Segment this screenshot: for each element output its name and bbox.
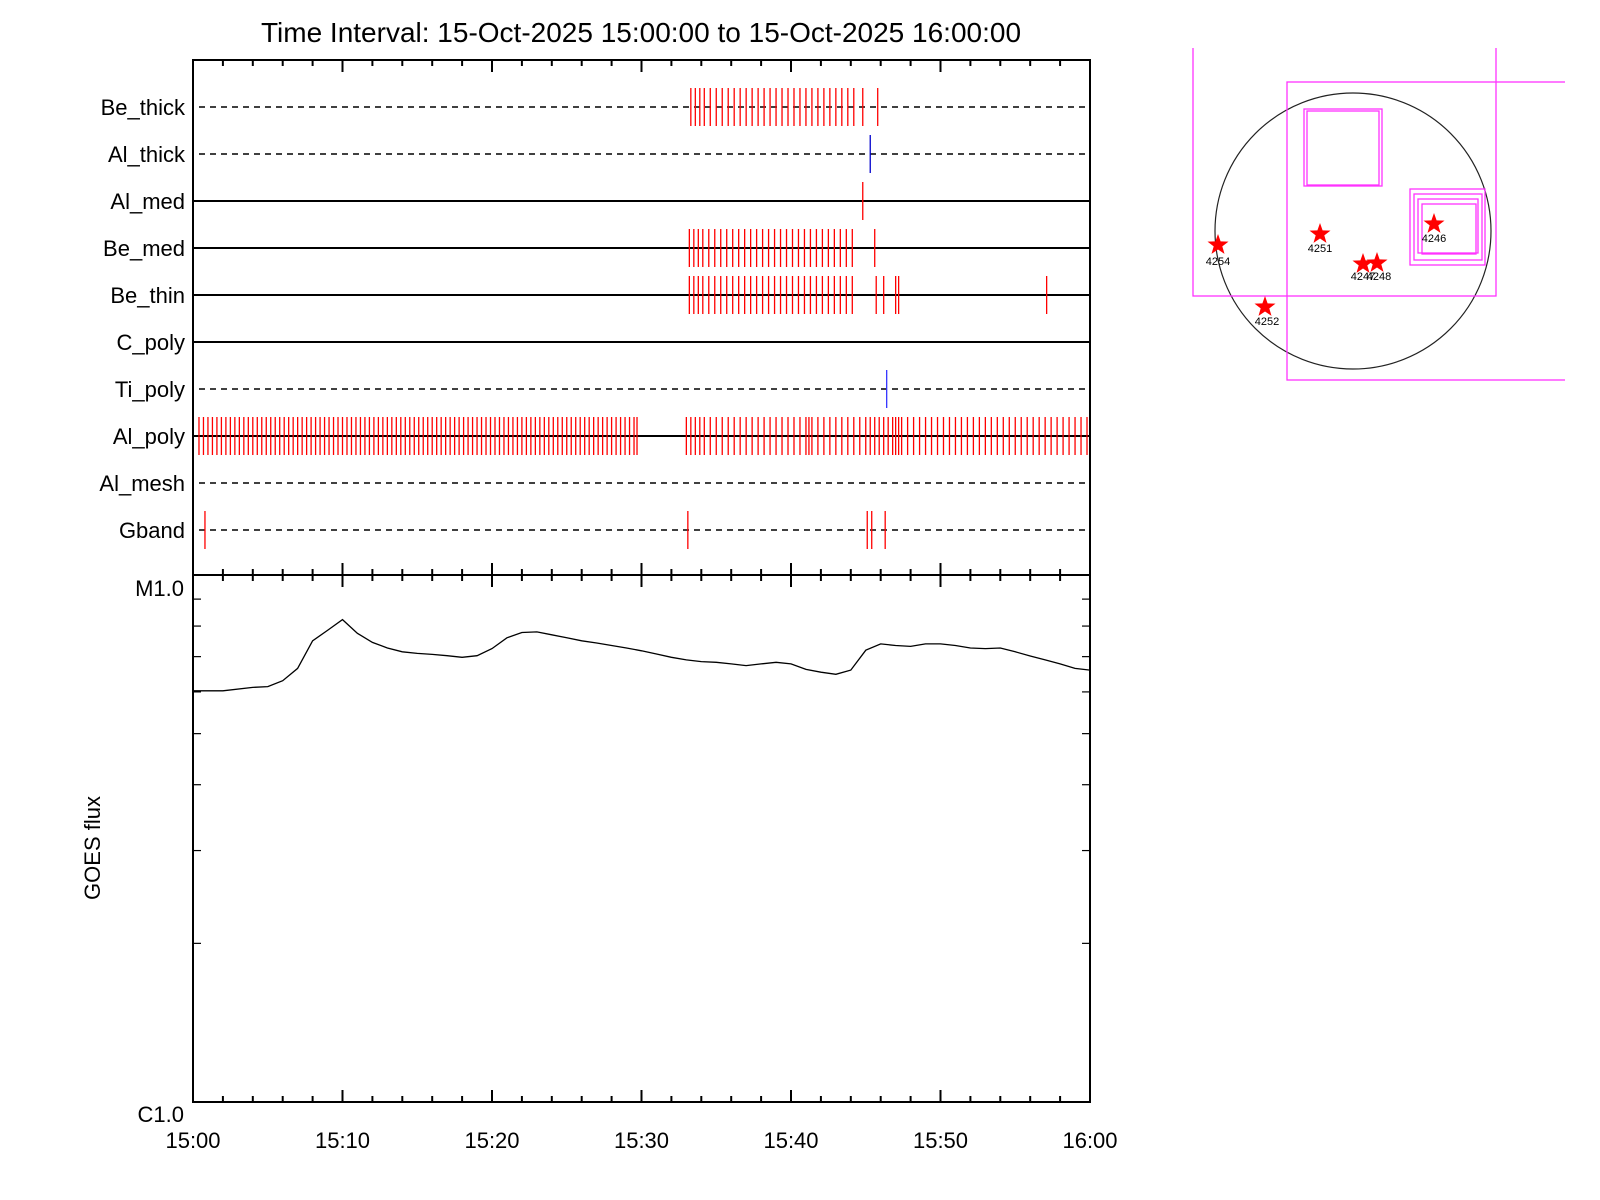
star-icon: [1207, 234, 1229, 254]
star-icon: [1423, 213, 1445, 233]
x-tick-label: 15:20: [464, 1128, 519, 1153]
row-label: Al_med: [110, 189, 185, 214]
row-label: Be_thick: [101, 95, 186, 120]
x-tick-labels: 15:00 15:10 15:20 15:30 15:40 15:50 16:00: [165, 1128, 1117, 1153]
map-clip-mask: [1565, 0, 1600, 400]
timeline-frame: [192, 59, 1091, 576]
row-label: Be_thin: [110, 283, 185, 308]
goes-frame: [192, 574, 1091, 1103]
map-clip-mask: [1150, 0, 1600, 48]
active-region-label: 4251: [1308, 243, 1332, 255]
row-label: Be_med: [103, 236, 185, 261]
fov-box: [1192, 0, 1497, 297]
timeline-row-be_med: Be_med: [103, 229, 1090, 267]
timeline-rows: Be_thick Al_thick Al_med Be_med Be_thin C_pol…: [99, 88, 1090, 549]
row-label: Al_mesh: [99, 471, 185, 496]
active-region-4246: 4246: [1422, 213, 1446, 245]
row-label: Al_thick: [108, 142, 186, 167]
goes-ticks: [192, 575, 1091, 1102]
active-region-4254: 4254: [1206, 234, 1230, 268]
timeline-panel: Be_thick Al_thick Al_med Be_med Be_thin C_pol…: [99, 59, 1091, 576]
active-region-4248: 4248: [1366, 252, 1391, 283]
timeline-row-al_poly: Al_poly: [113, 417, 1090, 455]
active-region-4251: 4251: [1308, 223, 1332, 255]
active-region-label: 4247: [1351, 271, 1375, 283]
active-region-label: 4254: [1206, 256, 1230, 268]
fov-box: [1413, 193, 1483, 261]
active-region-label: 4252: [1255, 316, 1279, 328]
chart-title: Time Interval: 15-Oct-2025 15:00:00 to 1…: [261, 17, 1021, 48]
active-region-4252: 4252: [1254, 296, 1279, 328]
star-icon: [1352, 253, 1374, 273]
row-label: C_poly: [117, 330, 185, 355]
active-region-label: 4248: [1367, 271, 1391, 283]
x-tick-label: 15:50: [913, 1128, 968, 1153]
solar-limb-circle: [1214, 92, 1492, 370]
fov-box: [1303, 108, 1383, 187]
timeline-row-al_thick: Al_thick: [108, 135, 1090, 173]
fov-box: [1421, 203, 1477, 255]
x-tick-label: 15:40: [763, 1128, 818, 1153]
timeline-row-ti_poly: Ti_poly: [115, 370, 1090, 408]
x-tick-label: 16:00: [1062, 1128, 1117, 1153]
x-tick-label: 15:10: [315, 1128, 370, 1153]
y-axis-label: GOES flux: [80, 796, 105, 900]
star-icon: [1366, 252, 1388, 272]
y-tick-label-bottom: C1.0: [138, 1102, 184, 1127]
goes-series: [193, 618, 1091, 692]
active-region-label: 4246: [1422, 233, 1446, 245]
y-tick-label-top: M1.0: [135, 576, 184, 601]
star-icon: [1254, 296, 1276, 316]
timeline-row-al_med: Al_med: [110, 182, 1090, 220]
fov-box: [1417, 198, 1479, 254]
x-tick-label: 15:00: [165, 1128, 220, 1153]
x-tick-label: 15:30: [614, 1128, 669, 1153]
goes-flux-line: [193, 618, 1091, 692]
fov-box: [1306, 110, 1380, 186]
active-region-4247: 4247: [1351, 253, 1375, 283]
timeline-row-al_mesh: Al_mesh: [99, 471, 1090, 496]
fov-boxes: [1150, 0, 1600, 400]
row-label: Al_poly: [113, 424, 185, 449]
goes-flux-panel: M1.0 C1.0 GOES flux 15:00 15:10 15:20 15:30…: [80, 574, 1118, 1153]
fov-box: [1409, 188, 1486, 266]
fov-box: [1286, 81, 1600, 381]
star-icon: [1309, 223, 1331, 243]
timeline-row-be_thin: Be_thin: [110, 276, 1090, 314]
timeline-row-gband: Gband: [119, 511, 1090, 549]
row-label: Gband: [119, 518, 185, 543]
row-label: Ti_poly: [115, 377, 185, 402]
timeline-row-be_thick: Be_thick: [101, 88, 1090, 126]
timeline-ticks: [192, 60, 1091, 575]
timeline-row-c_poly: C_poly: [117, 330, 1090, 355]
